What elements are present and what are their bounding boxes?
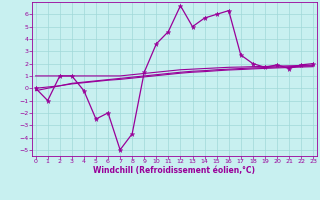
X-axis label: Windchill (Refroidissement éolien,°C): Windchill (Refroidissement éolien,°C) xyxy=(93,166,255,175)
